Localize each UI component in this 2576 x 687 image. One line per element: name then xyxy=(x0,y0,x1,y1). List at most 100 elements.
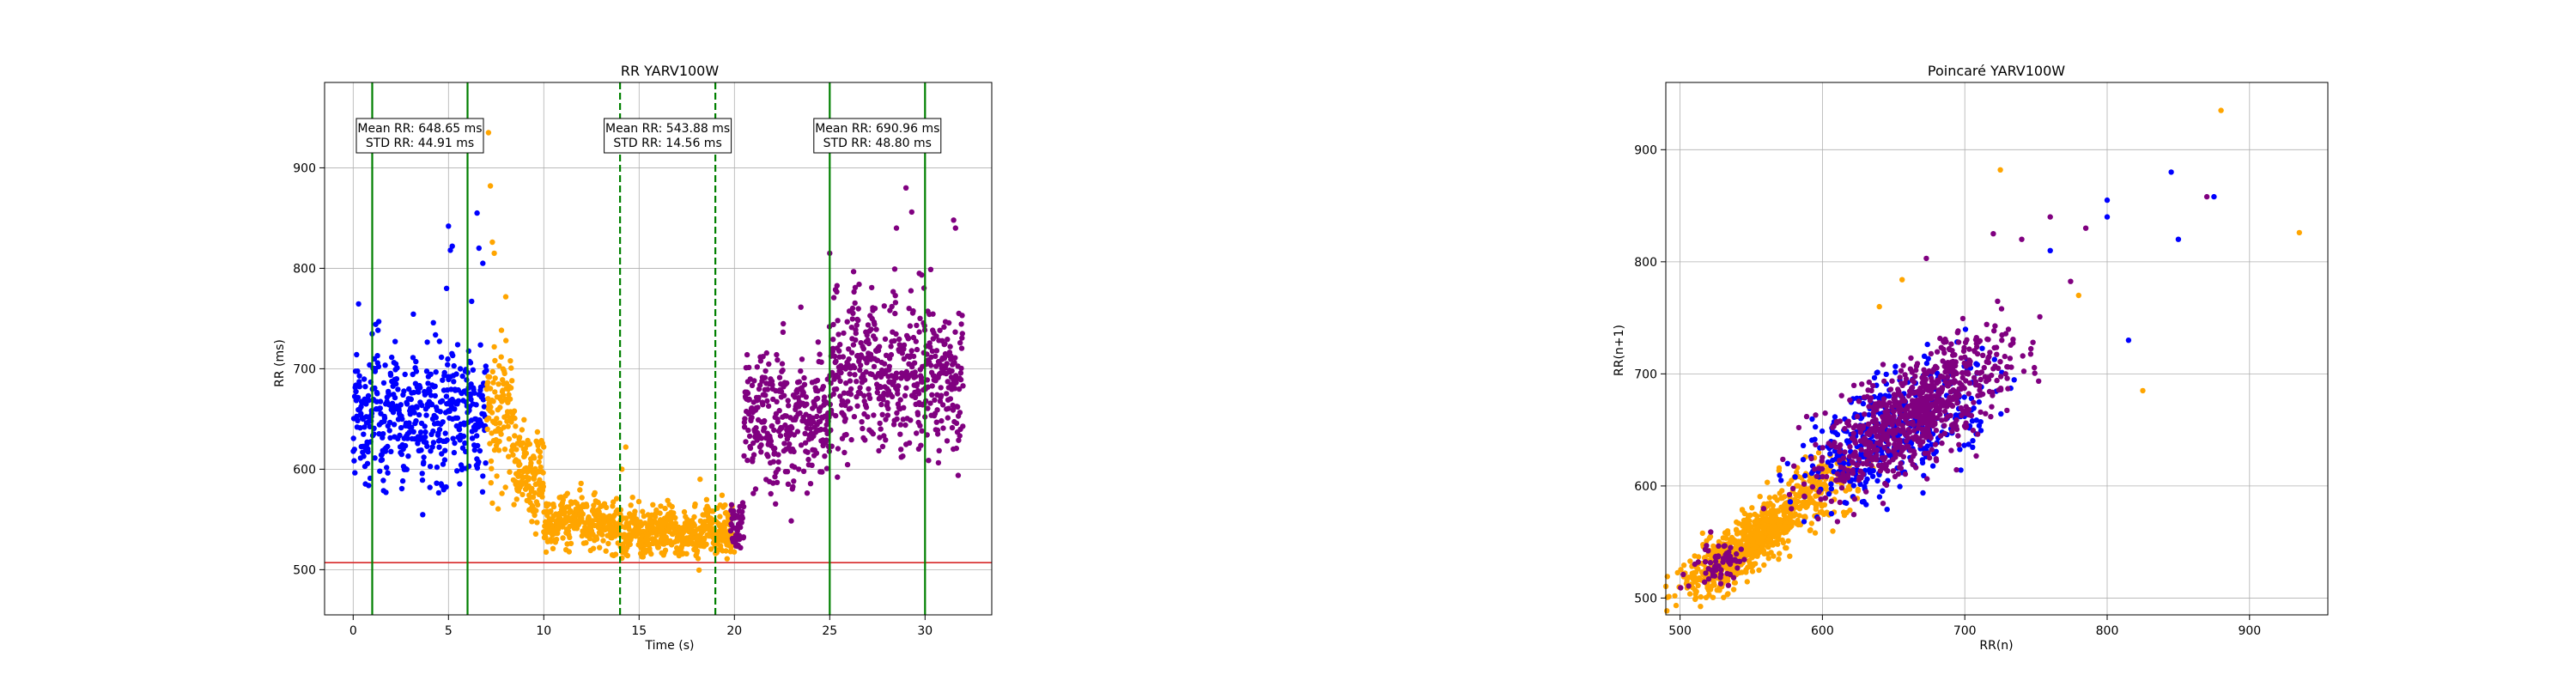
data-point xyxy=(528,460,534,466)
data-point xyxy=(1702,559,1709,565)
data-point xyxy=(717,514,723,520)
data-point xyxy=(958,365,964,372)
data-point xyxy=(935,459,942,466)
data-point xyxy=(408,396,414,403)
data-point xyxy=(840,354,847,360)
data-point xyxy=(1920,375,1927,382)
data-point xyxy=(540,470,546,476)
data-point xyxy=(1975,392,1981,398)
data-point xyxy=(692,501,698,508)
data-point xyxy=(1998,306,2005,312)
data-point xyxy=(1941,346,1947,352)
data-point xyxy=(891,337,897,344)
data-point xyxy=(857,367,863,374)
data-point xyxy=(1712,558,1719,565)
data-point xyxy=(1857,438,1864,444)
data-point xyxy=(1902,431,1908,437)
data-point xyxy=(535,502,541,508)
data-point xyxy=(491,250,497,257)
data-point xyxy=(893,374,900,381)
data-point xyxy=(355,394,361,401)
data-point xyxy=(844,461,851,468)
data-point xyxy=(1760,506,1767,512)
data-point xyxy=(1991,328,1997,334)
data-point xyxy=(1881,378,1887,385)
data-point xyxy=(1822,410,1828,416)
data-point xyxy=(543,549,550,556)
data-point xyxy=(1924,341,1930,348)
data-point xyxy=(1886,459,1893,465)
data-point xyxy=(1919,389,1926,396)
data-point xyxy=(671,510,677,516)
data-point xyxy=(872,321,878,327)
data-point xyxy=(471,447,477,453)
rr-chart-title: RR YARV100W xyxy=(621,63,720,79)
data-point xyxy=(805,449,811,455)
data-point xyxy=(955,472,962,478)
data-point xyxy=(1765,544,1771,550)
y-tick-label: 700 xyxy=(1634,368,1657,381)
data-point xyxy=(1992,323,1998,329)
data-point xyxy=(798,442,805,448)
data-point xyxy=(1985,337,1991,343)
data-point xyxy=(2011,377,2017,383)
data-point xyxy=(1958,386,1964,392)
data-point xyxy=(1824,509,1830,515)
data-point xyxy=(398,402,404,408)
data-point xyxy=(553,536,560,543)
data-point xyxy=(2218,107,2224,113)
data-point xyxy=(1959,412,1965,418)
data-point xyxy=(1886,419,1892,426)
data-point xyxy=(1866,379,1872,386)
data-point xyxy=(752,486,759,492)
data-point xyxy=(746,396,752,403)
data-point xyxy=(1725,582,1732,588)
data-point xyxy=(1895,391,1902,398)
data-point xyxy=(397,432,403,439)
data-point xyxy=(548,508,554,514)
y-tick-label: 600 xyxy=(1634,480,1657,494)
data-point xyxy=(385,470,391,476)
data-point xyxy=(398,424,404,431)
data-point xyxy=(858,362,864,368)
data-point xyxy=(770,480,776,486)
data-point xyxy=(876,447,882,454)
data-point xyxy=(775,357,781,363)
data-point xyxy=(1924,443,1930,449)
data-point xyxy=(956,437,962,443)
poincare-chart-grid xyxy=(1666,82,2328,615)
x-tick-label: 700 xyxy=(1953,624,1977,638)
data-point xyxy=(1874,404,1880,410)
data-point xyxy=(846,356,852,362)
data-point xyxy=(483,460,489,466)
data-point xyxy=(1689,574,1695,580)
data-point xyxy=(508,447,514,453)
data-point xyxy=(1940,358,1946,364)
poincare-chart: Poincaré YARV100W RR(n) RR(n+1) 500 600 70… xyxy=(1613,63,2329,653)
data-point xyxy=(775,459,781,465)
data-point xyxy=(1704,538,1710,544)
data-point xyxy=(860,425,866,432)
data-point xyxy=(1773,539,1779,545)
data-point xyxy=(492,375,498,381)
data-point xyxy=(820,384,826,390)
data-point xyxy=(427,484,433,490)
y-tick-label: 500 xyxy=(293,563,316,577)
data-point xyxy=(530,494,537,501)
data-point xyxy=(567,534,573,540)
data-point xyxy=(870,431,876,437)
data-point xyxy=(1874,369,1880,376)
data-point xyxy=(1991,356,1997,362)
data-point xyxy=(841,390,848,396)
data-point xyxy=(1716,543,1722,549)
data-point xyxy=(940,425,946,431)
data-point xyxy=(1741,529,1747,535)
data-point xyxy=(407,411,413,417)
data-point xyxy=(2002,353,2008,360)
data-point xyxy=(1970,428,1977,434)
data-point xyxy=(1950,373,1956,379)
data-point xyxy=(781,392,787,398)
data-point xyxy=(933,333,939,339)
data-point xyxy=(960,383,966,389)
